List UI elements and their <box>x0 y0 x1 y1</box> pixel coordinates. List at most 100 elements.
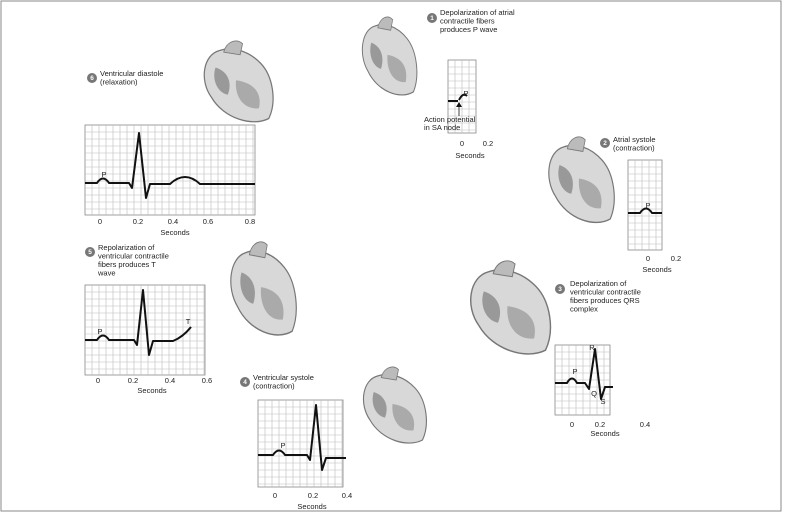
step-caption: contractile fibers <box>440 16 495 25</box>
arrow-head <box>456 102 462 107</box>
heart-vessel <box>223 40 244 56</box>
axis-label: Seconds <box>160 228 189 237</box>
heart-chamber <box>392 404 415 431</box>
step-caption: (contraction) <box>613 143 655 152</box>
step-caption: ventricular contractile <box>98 251 169 260</box>
heart-illustration <box>362 366 427 444</box>
ecg-trace <box>258 404 346 471</box>
step-caption: (contraction) <box>253 381 295 390</box>
axis-label: Seconds <box>297 502 326 511</box>
heart-vessel <box>492 260 516 278</box>
wave-label: P <box>97 327 102 336</box>
wave-label: Q <box>591 389 597 398</box>
ecg-trace <box>448 93 468 102</box>
step-caption: fibers produces T <box>98 260 156 269</box>
step-number: 6 <box>90 75 94 82</box>
x-tick-label: 0 <box>96 376 100 385</box>
heart-chamber <box>260 287 284 320</box>
heart-vessel <box>248 241 268 259</box>
heart-chamber <box>507 306 535 339</box>
step-caption: Depolarization of <box>570 279 627 288</box>
step-badge <box>85 247 95 257</box>
step-caption: ventricular contractile <box>570 287 641 296</box>
ecg-grid <box>84 124 256 216</box>
heart-chamber <box>387 54 407 83</box>
ecg-grid <box>257 399 344 488</box>
heart-chamber <box>558 165 573 194</box>
x-tick-label: 0.2 <box>128 376 138 385</box>
heart-illustration <box>470 260 552 355</box>
step-caption: Ventricular systole <box>253 373 314 382</box>
x-tick-label: 0.4 <box>342 491 352 500</box>
x-tick-label: 0.4 <box>640 420 650 429</box>
axis-label: Seconds <box>137 386 166 395</box>
x-tick-label: 0 <box>460 139 464 148</box>
wave-label: S <box>600 397 605 406</box>
step-badge <box>555 284 565 294</box>
ecg-trace <box>628 207 662 214</box>
step-number: 2 <box>603 140 607 147</box>
wave-label: P <box>463 89 468 98</box>
ecg-trace <box>85 132 255 199</box>
heart-chamber <box>482 291 501 323</box>
heart-chamber <box>240 272 255 304</box>
ecg-trace <box>555 348 613 400</box>
annotation: Action potential <box>424 115 476 124</box>
axis-label: Seconds <box>642 265 671 274</box>
x-tick-label: 0.2 <box>133 217 143 226</box>
x-tick-label: 0.4 <box>168 217 178 226</box>
step-badge <box>87 73 97 83</box>
step-number: 4 <box>243 379 247 386</box>
x-tick-label: 0.2 <box>595 420 605 429</box>
heart-chamber <box>235 80 260 109</box>
heart-illustration <box>203 40 274 123</box>
step-caption: (relaxation) <box>100 77 138 86</box>
heart-vessel <box>380 366 399 381</box>
step-caption: produces P wave <box>440 25 497 34</box>
wave-label: P <box>645 201 650 210</box>
wave-label: P <box>280 441 285 450</box>
step-caption: Depolarization of atrial <box>440 8 515 17</box>
x-tick-label: 0.8 <box>245 217 255 226</box>
heart-illustration <box>361 16 418 96</box>
step-caption: complex <box>570 304 598 313</box>
heart-chamber <box>578 178 602 209</box>
x-tick-label: 0.2 <box>308 491 318 500</box>
step-number: 3 <box>558 286 562 293</box>
wave-label: T <box>186 317 191 326</box>
step-number: 5 <box>88 249 92 256</box>
x-tick-label: 0.2 <box>483 139 493 148</box>
x-tick-label: 0.4 <box>165 376 175 385</box>
annotation: in SA node <box>424 123 460 132</box>
heart-chamber <box>214 67 230 95</box>
axis-label: Seconds <box>455 151 484 160</box>
step-caption: fibers produces QRS <box>570 296 640 305</box>
ecg-trace <box>85 289 192 356</box>
wave-label: P <box>101 170 106 179</box>
step-badge <box>600 138 610 148</box>
wave-label: P <box>572 367 577 376</box>
x-tick-label: 0.6 <box>202 376 212 385</box>
wave-label: R <box>589 343 595 352</box>
x-tick-label: 0.6 <box>203 217 213 226</box>
heart-chamber <box>370 42 383 69</box>
x-tick-label: 0 <box>646 254 650 263</box>
x-tick-label: 0 <box>98 217 102 226</box>
step-badge <box>240 377 250 387</box>
step-caption: Repolarization of <box>98 243 155 252</box>
x-tick-label: 0.2 <box>671 254 681 263</box>
heart-vessel <box>566 136 586 153</box>
x-tick-label: 0 <box>273 491 277 500</box>
ecg-grid <box>84 284 206 376</box>
heart-vessel <box>377 16 394 31</box>
heart-chamber <box>372 392 387 418</box>
x-tick-label: 0 <box>570 420 574 429</box>
step-caption: Atrial systole <box>613 135 656 144</box>
axis-label: Seconds <box>590 429 619 438</box>
step-number: 1 <box>430 15 434 22</box>
step-caption: wave <box>97 268 116 277</box>
heart-illustration <box>230 241 297 336</box>
ecg-grid <box>627 159 663 251</box>
